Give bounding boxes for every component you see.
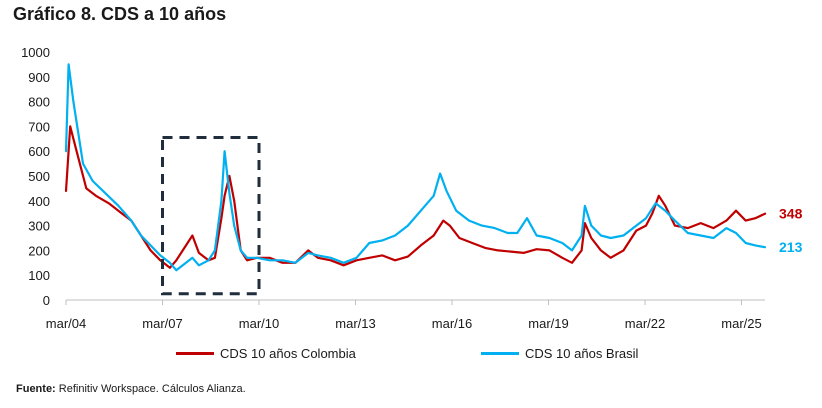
legend-label-colombia: CDS 10 años Colombia [220, 346, 356, 361]
y-tick-label: 200 [28, 243, 50, 258]
y-tick-label: 1000 [21, 45, 50, 60]
series-layer [64, 63, 767, 272]
y-tick-label: 800 [28, 95, 50, 110]
legend-swatch-brasil [481, 352, 519, 355]
x-axis: mar/04 mar/07 mar/10 mar/13 mar/16 mar/19 mar/… [46, 299, 765, 331]
x-tick-label: mar/16 [432, 316, 472, 331]
y-tick-label: 100 [28, 268, 50, 283]
y-tick-label: 600 [28, 144, 50, 159]
x-tick-label: mar/10 [239, 316, 279, 331]
y-axis: 0 100 200 300 400 500 600 700 800 900 1000 [21, 45, 50, 308]
end-label-colombia: 348 [779, 206, 803, 222]
y-tick-label: 900 [28, 70, 50, 85]
y-tick-label: 700 [28, 119, 50, 134]
end-labels: 348 213 [779, 206, 803, 255]
x-tick-label: mar/13 [335, 316, 375, 331]
end-label-brasil: 213 [779, 239, 803, 255]
y-tick-label: 500 [28, 169, 50, 184]
x-tick-label: mar/25 [721, 316, 761, 331]
legend-label-brasil: CDS 10 años Brasil [525, 346, 639, 361]
x-tick-label: mar/07 [142, 316, 182, 331]
y-tick-label: 0 [43, 293, 50, 308]
y-tick-label: 300 [28, 219, 50, 234]
x-tick-label: mar/04 [46, 316, 86, 331]
y-tick-label: 400 [28, 194, 50, 209]
x-tick-label: mar/19 [528, 316, 568, 331]
series-line-brasil [64, 63, 767, 272]
series-line-colombia [64, 125, 767, 269]
source-text: Refinitiv Workspace. Cálculos Alianza. [58, 383, 246, 395]
highlight-box-layer [161, 136, 261, 296]
legend: CDS 10 años Colombia CDS 10 años Brasil [0, 346, 822, 368]
highlight-box [161, 136, 261, 296]
source-label: Fuente: [16, 383, 56, 395]
legend-swatch-colombia [176, 352, 214, 355]
legend-entry-brasil: CDS 10 años Brasil [481, 346, 638, 361]
source-note: Fuente: Refinitiv Workspace. Cálculos Al… [16, 383, 246, 395]
chart-title: Gráfico 8. CDS a 10 años [13, 4, 227, 24]
legend-entry-colombia: CDS 10 años Colombia [176, 346, 356, 361]
x-tick-label: mar/22 [625, 316, 665, 331]
